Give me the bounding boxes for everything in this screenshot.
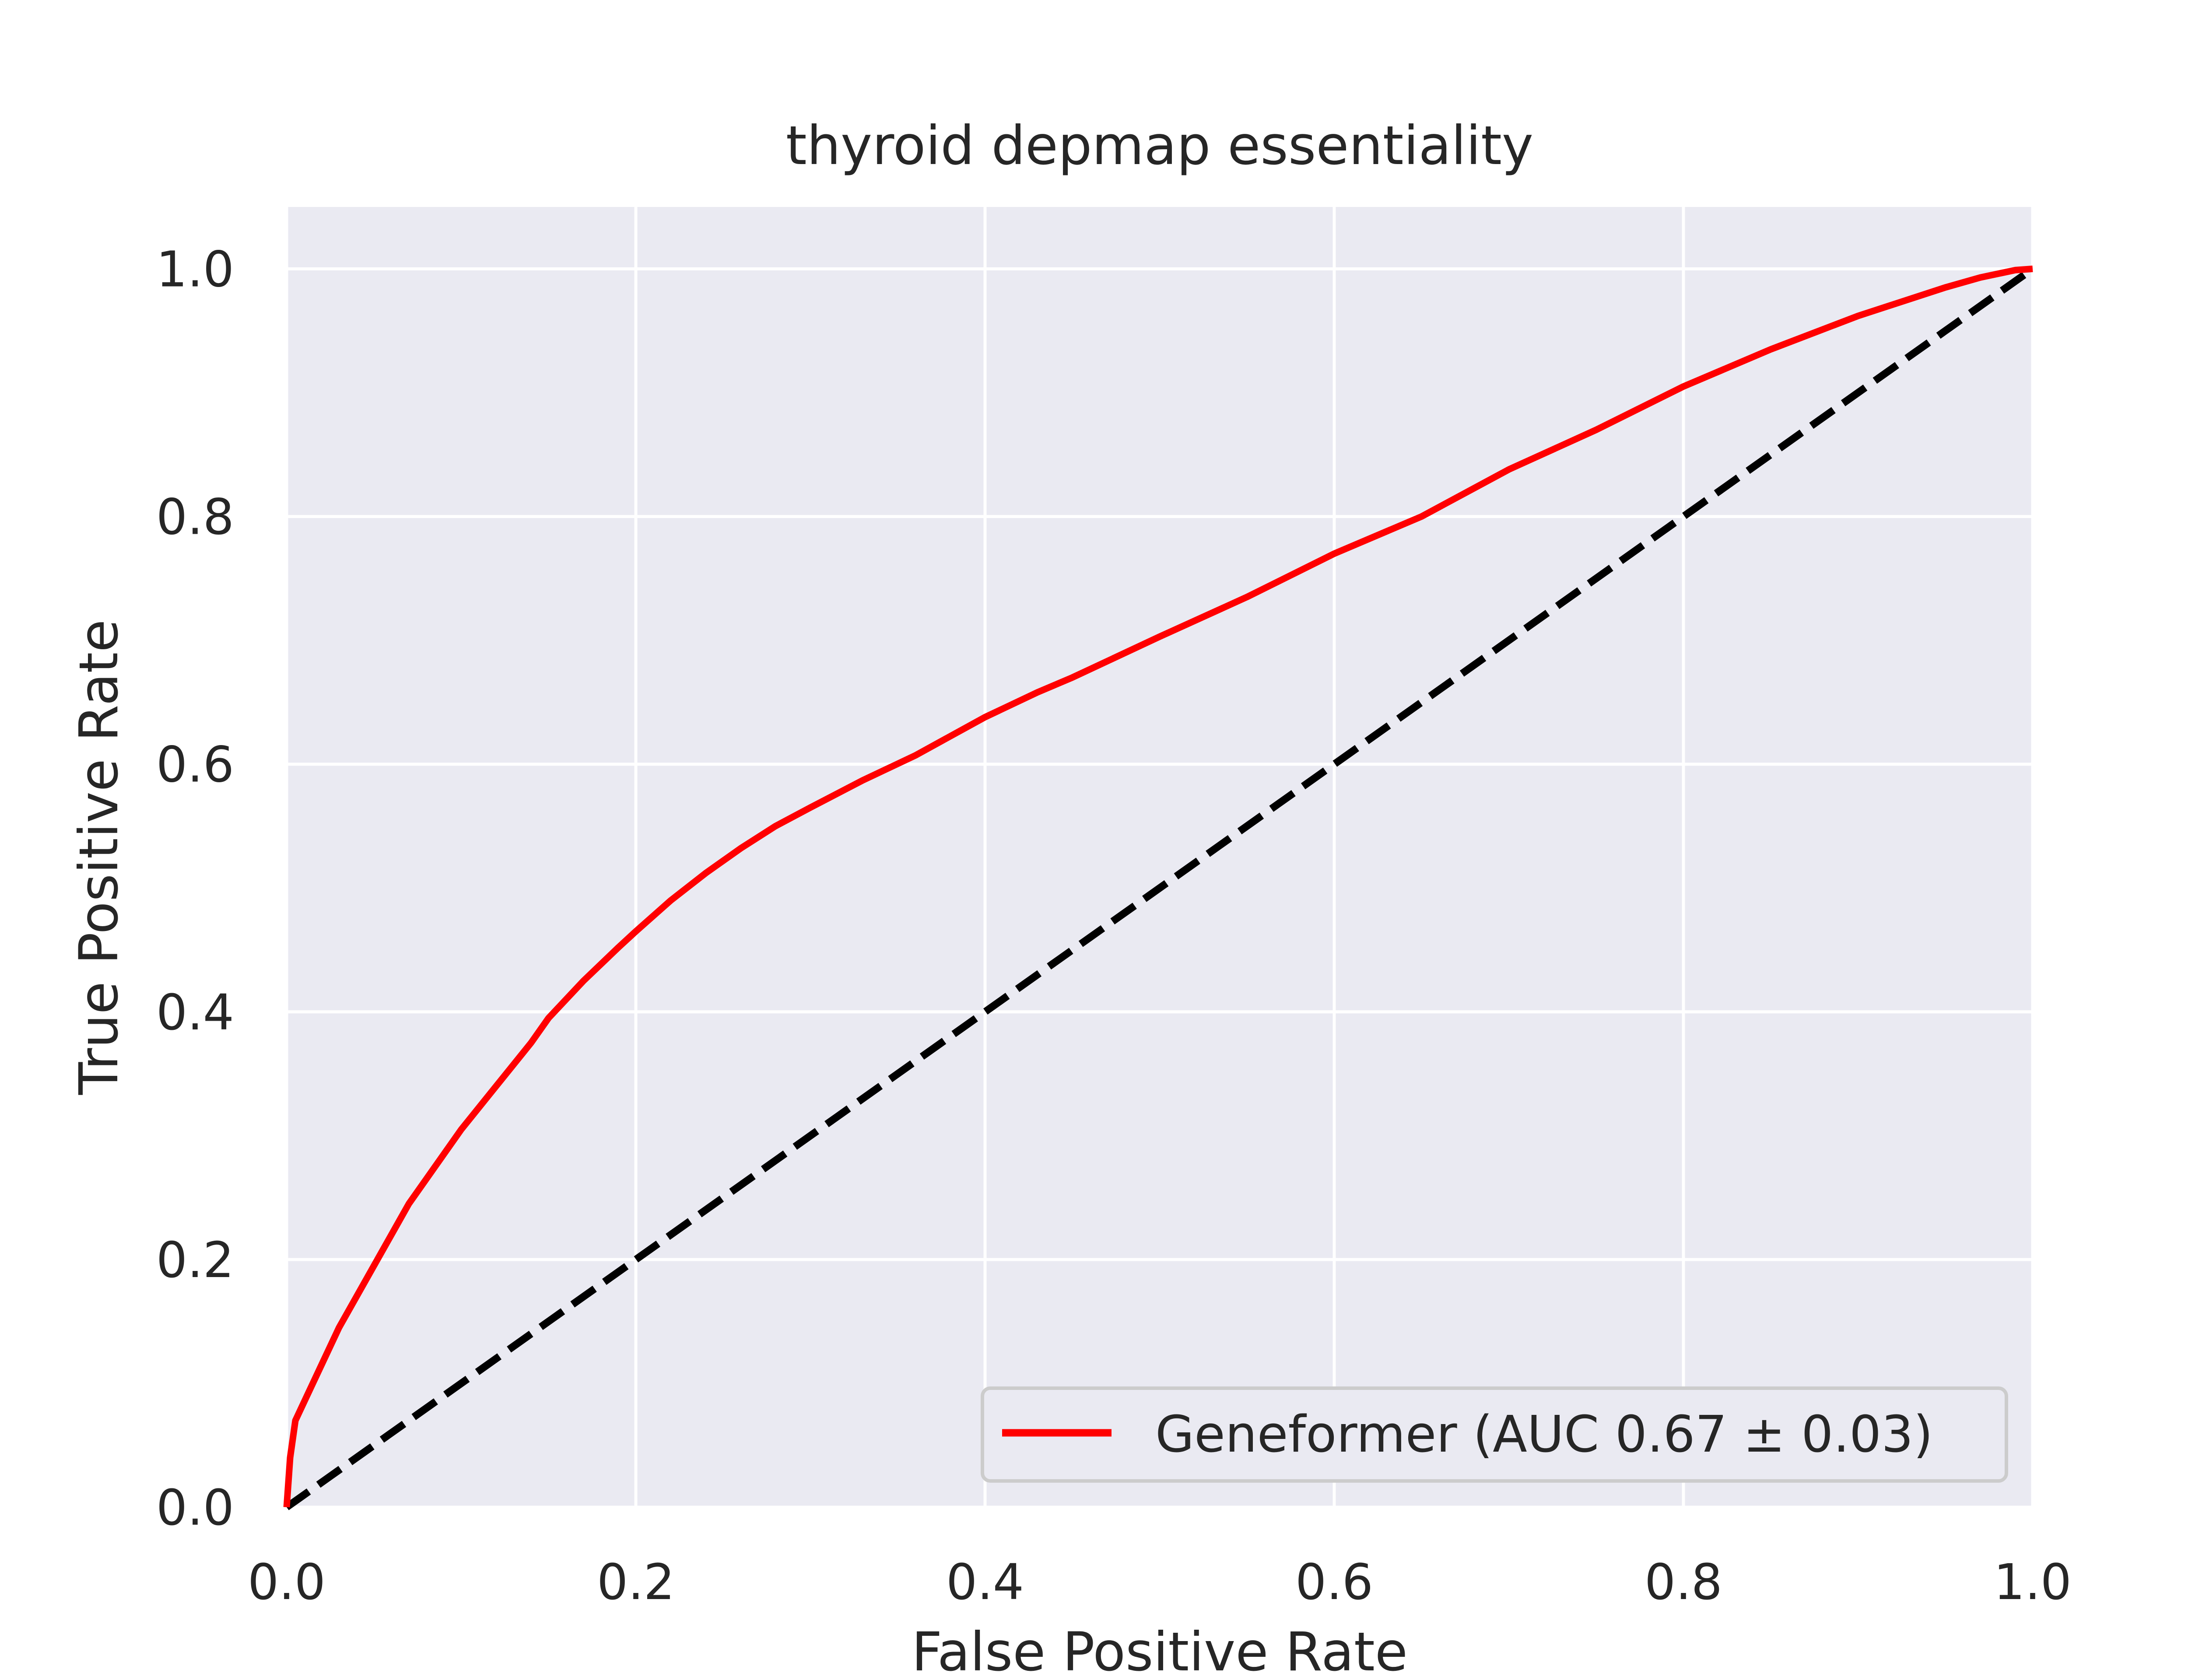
series-layer bbox=[283, 266, 2035, 1510]
y-tick-label: 0.8 bbox=[156, 489, 234, 546]
y-tick-label: 0.6 bbox=[156, 737, 234, 794]
grid bbox=[285, 207, 2034, 1509]
y-tick-label: 0.4 bbox=[156, 984, 234, 1041]
legend-box bbox=[981, 1386, 2008, 1483]
x-tick-label: 1.0 bbox=[1994, 1554, 2072, 1611]
x-axis-label: False Positive Rate bbox=[912, 1621, 1408, 1680]
chance-diagonal-line bbox=[284, 266, 2035, 1510]
legend: Geneformer (AUC 0.67 ± 0.03) bbox=[981, 1386, 2008, 1483]
roc-curve-line bbox=[283, 266, 2033, 1508]
plot-background bbox=[287, 207, 2033, 1507]
y-axis-label: True Positive Rate bbox=[68, 620, 130, 1096]
x-tick-label: 0.4 bbox=[946, 1554, 1024, 1611]
x-tick-label: 0.2 bbox=[597, 1554, 675, 1611]
x-tick-label: 0.8 bbox=[1645, 1554, 1722, 1611]
y-tick-label: 1.0 bbox=[156, 242, 234, 298]
chart-title: thyroid depmap essentiality bbox=[786, 115, 1533, 177]
x-tick-label: 0.6 bbox=[1295, 1554, 1373, 1611]
x-tick-labels: 0.0 0.2 0.4 0.6 0.8 1.0 bbox=[248, 1554, 2072, 1611]
y-tick-label: 0.0 bbox=[156, 1480, 234, 1536]
legend-label: Geneformer (AUC 0.67 ± 0.03) bbox=[1155, 1405, 1933, 1464]
y-tick-label: 0.2 bbox=[156, 1232, 234, 1289]
y-tick-labels: 0.0 0.2 0.4 0.6 0.8 1.0 bbox=[156, 242, 234, 1536]
x-tick-label: 0.0 bbox=[248, 1554, 326, 1611]
